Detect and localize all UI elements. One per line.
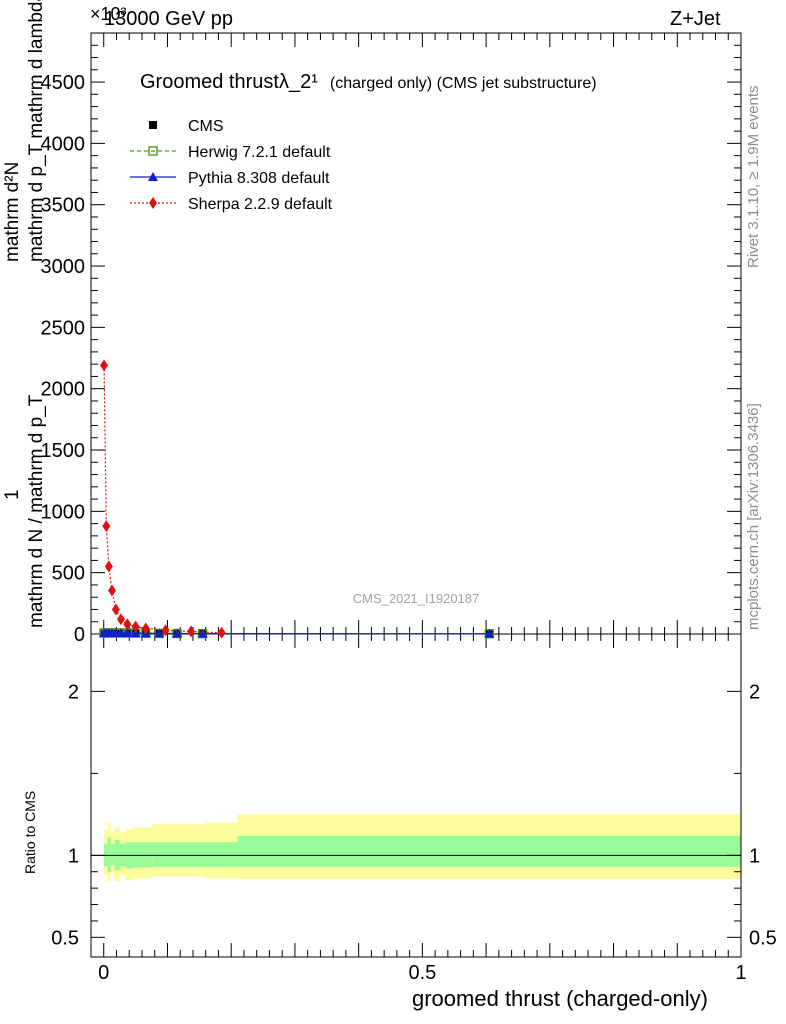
y-tick-label: 0 bbox=[74, 624, 85, 646]
legend-label-cms: CMS bbox=[188, 118, 224, 135]
y-axis-prefactor-denominator: mathrm d N / mathrm d p_T bbox=[26, 394, 47, 628]
sherpa-point bbox=[108, 584, 117, 597]
y-tick-label: 1500 bbox=[41, 440, 86, 462]
ratio-band-inner bbox=[177, 842, 206, 867]
y-tick-label: 3500 bbox=[41, 195, 86, 217]
sherpa-point bbox=[100, 359, 109, 372]
legend-marker-sherpa bbox=[149, 197, 157, 209]
chart-title: Groomed thrustλ_2¹ bbox=[140, 71, 318, 93]
x-tick-label: 1 bbox=[735, 962, 746, 984]
analysis-watermark: CMS_2021_I1920187 bbox=[353, 591, 480, 606]
sherpa-line bbox=[103, 365, 222, 634]
energy-label: 13000 GeV pp bbox=[104, 8, 233, 30]
pythia-point bbox=[154, 628, 165, 638]
ratio-band-inner bbox=[237, 835, 741, 867]
chart-title-suffix: (charged only) (CMS jet substructure) bbox=[330, 75, 597, 92]
ratio-tick-label: 0.5 bbox=[51, 927, 79, 949]
ratio-band-inner bbox=[205, 842, 238, 867]
y-tick-label: 4000 bbox=[41, 133, 86, 155]
ratio-band-inner bbox=[107, 837, 111, 872]
sherpa-point bbox=[217, 626, 226, 639]
pythia-point bbox=[122, 628, 133, 638]
legend-label-sherpa: Sherpa 2.2.9 default bbox=[188, 196, 333, 213]
x-axis-label: groomed thrust (charged-only) bbox=[412, 986, 708, 1011]
sherpa-point bbox=[123, 618, 132, 631]
y-tick-label: 1000 bbox=[41, 501, 86, 523]
sherpa-point bbox=[141, 622, 150, 635]
y-tick-label: 2500 bbox=[41, 317, 86, 339]
sherpa-point bbox=[131, 620, 140, 633]
ratio-band-inner bbox=[110, 843, 115, 866]
legend-marker-cms bbox=[149, 121, 157, 129]
x-tick-label: 0 bbox=[98, 962, 109, 984]
legend-marker-herwig bbox=[148, 146, 158, 156]
sherpa-point bbox=[104, 560, 113, 573]
process-label: Z+Jet bbox=[670, 8, 721, 30]
ratio-tick-label: 2 bbox=[68, 681, 79, 703]
pythia-point bbox=[115, 628, 126, 638]
legend-label-herwig: Herwig 7.2.1 default bbox=[188, 144, 331, 161]
ratio-tick-label-right: 1 bbox=[749, 845, 760, 867]
sherpa-point bbox=[111, 603, 120, 616]
y-tick-label: 2000 bbox=[41, 379, 86, 401]
ratio-band-inner bbox=[152, 842, 178, 867]
ratio-panel-frame bbox=[90, 633, 742, 958]
pythia-point bbox=[484, 628, 495, 638]
legend-label-pythia: Pythia 8.308 default bbox=[188, 170, 330, 187]
y-tick-label: 4500 bbox=[41, 72, 86, 94]
sherpa-point bbox=[102, 520, 111, 533]
y-axis-prefactor-numerator: 1 bbox=[2, 489, 23, 500]
y-axis-numerator: mathrm d²N bbox=[2, 161, 23, 262]
ratio-tick-label: 1 bbox=[68, 845, 79, 867]
ratio-y-axis-label: Ratio to CMS bbox=[22, 790, 38, 874]
sherpa-point bbox=[187, 625, 196, 638]
mcplots-label: mcplots.cern.ch [arXiv:1306.3436] bbox=[745, 403, 762, 630]
pythia-point bbox=[197, 628, 208, 638]
y-tick-label: 3000 bbox=[41, 256, 86, 278]
legend-marker-pythia bbox=[148, 172, 158, 181]
sherpa-point bbox=[161, 624, 170, 637]
sherpa-point bbox=[116, 613, 125, 626]
y-tick-label: 500 bbox=[52, 563, 85, 585]
ratio-tick-label-right: 0.5 bbox=[749, 927, 777, 949]
y-exponent-label: ×10³ bbox=[90, 4, 127, 24]
pythia-point bbox=[130, 628, 141, 638]
y-axis-denominator: mathrm d p_T mathrm d lambda bbox=[26, 0, 47, 262]
pythia-point bbox=[172, 628, 183, 638]
rivet-version-label: Rivet 3.1.10, ≥ 1.9M events bbox=[745, 85, 762, 269]
ratio-tick-label-right: 2 bbox=[749, 681, 760, 703]
x-tick-label: 0.5 bbox=[408, 962, 436, 984]
